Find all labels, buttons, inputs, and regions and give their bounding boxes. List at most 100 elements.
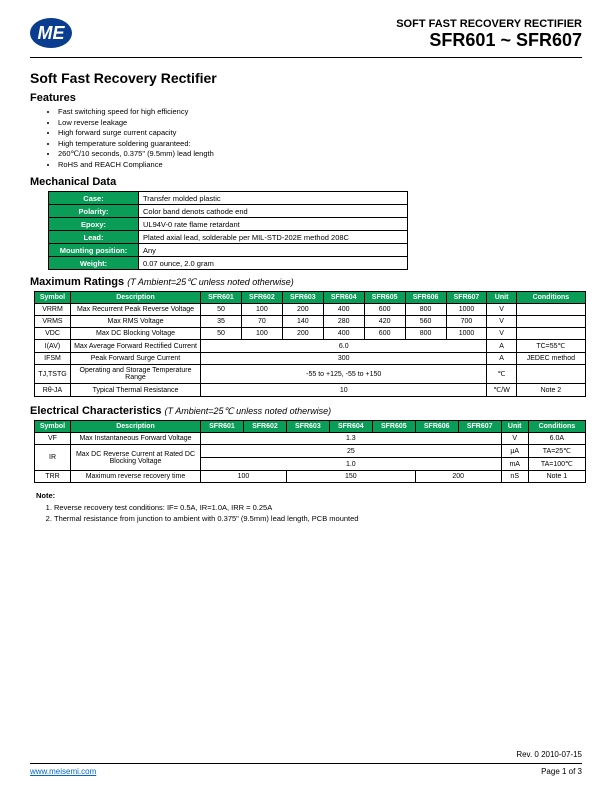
max-ratings-label: Maximum Ratings — [30, 276, 124, 288]
cell-desc: Operating and Storage Temperature Range — [71, 365, 201, 384]
cell-symbol: Rθ-JA — [35, 384, 71, 397]
cell-value: 10 — [201, 384, 487, 397]
cell-symbol: VRMS — [35, 316, 71, 328]
cell-value: -55 to +125, -55 to +150 — [201, 365, 487, 384]
cell-cond: Note 1 — [528, 471, 585, 483]
table-header: SFR601 — [201, 292, 242, 304]
table-row: Weight:0.07 ounce, 2.0 gram — [49, 257, 408, 270]
table-row: TRRMaximum reverse recovery time10015020… — [35, 471, 586, 483]
footer: Rev. 0 2010-07-15 www.meisemi.com Page 1… — [30, 763, 582, 776]
mech-value: 0.07 ounce, 2.0 gram — [139, 257, 408, 270]
table-header: SFR601 — [201, 421, 244, 433]
cell-value: 700 — [446, 316, 487, 328]
mechanical-table: Case:Transfer molded plasticPolarity:Col… — [48, 191, 408, 270]
cell-unit: mA — [501, 458, 528, 471]
mech-value: Color band denots cathode end — [139, 205, 408, 218]
cell-value: 1.0 — [201, 458, 502, 471]
cell-unit: ℃ — [487, 365, 516, 384]
table-header: SFR606 — [405, 292, 446, 304]
mech-key: Lead: — [49, 231, 139, 244]
feature-item: Fast switching speed for high efficiency — [58, 107, 582, 118]
mech-key: Case: — [49, 192, 139, 205]
table-header: Unit — [501, 421, 528, 433]
table-header: Description — [71, 292, 201, 304]
cell-value: 50 — [201, 328, 242, 340]
footer-revision: Rev. 0 2010-07-15 — [516, 750, 582, 759]
table-header-row: SymbolDescriptionSFR601SFR602SFR603SFR60… — [35, 292, 586, 304]
logo-mark: ME — [30, 18, 72, 48]
cell-unit: ℃/W — [487, 384, 516, 397]
table-row: TJ,TSTGOperating and Storage Temperature… — [35, 365, 586, 384]
table-header: SFR605 — [372, 421, 415, 433]
header-title: SFR601 ~ SFR607 — [396, 30, 582, 51]
table-header: SFR603 — [282, 292, 323, 304]
cell-value: 1.3 — [201, 433, 502, 445]
feature-item: RoHS and REACH Compliance — [58, 160, 582, 171]
table-row: Case:Transfer molded plastic — [49, 192, 408, 205]
cell-value: 150 — [286, 471, 415, 483]
cell-unit: V — [487, 328, 516, 340]
table-row: I(AV)Max Average Forward Rectified Curre… — [35, 340, 586, 353]
features-heading: Features — [30, 92, 582, 104]
footer-page: Page 1 of 3 — [541, 767, 582, 776]
cell-value: 420 — [364, 316, 405, 328]
cell-value: 600 — [364, 328, 405, 340]
cell-value: 25 — [201, 445, 502, 458]
notes-heading: Note: — [36, 491, 582, 500]
feature-item: High temperature soldering guaranteed: — [58, 139, 582, 150]
elec-table: SymbolDescriptionSFR601SFR602SFR603SFR60… — [34, 420, 586, 483]
table-header: SFR604 — [323, 292, 364, 304]
table-row: VFMax Instantaneous Forward Voltage1.3V6… — [35, 433, 586, 445]
cell-value: 1000 — [446, 304, 487, 316]
table-row: Lead:Plated axial lead, solderable per M… — [49, 231, 408, 244]
cell-symbol: VF — [35, 433, 71, 445]
cell-value: 70 — [241, 316, 282, 328]
cell-value: 280 — [323, 316, 364, 328]
cell-symbol: TJ,TSTG — [35, 365, 71, 384]
cell-value: 800 — [405, 328, 446, 340]
cell-value: 1000 — [446, 328, 487, 340]
cell-unit: A — [487, 340, 516, 353]
table-header: SFR605 — [364, 292, 405, 304]
cell-desc: Max Average Forward Rectified Current — [71, 340, 201, 353]
cell-value: 140 — [282, 316, 323, 328]
cell-symbol: TRR — [35, 471, 71, 483]
cell-cond: 6.0A — [528, 433, 585, 445]
mech-key: Epoxy: — [49, 218, 139, 231]
cell-symbol: IR — [35, 445, 71, 471]
cell-desc: Typical Thermal Resistance — [71, 384, 201, 397]
table-row: Mounting position:Any — [49, 244, 408, 257]
table-row: Rθ-JATypical Thermal Resistance10℃/WNote… — [35, 384, 586, 397]
mech-value: Transfer molded plastic — [139, 192, 408, 205]
cell-cond: TA=100℃ — [528, 458, 585, 471]
logo: ME — [30, 18, 72, 48]
footer-link[interactable]: www.meisemi.com — [30, 767, 96, 776]
cell-cond — [516, 328, 585, 340]
header-titles: SOFT FAST RECOVERY RECTIFIER SFR601 ~ SF… — [396, 18, 582, 51]
elec-heading: Electrical Characteristics (T Ambient=25… — [30, 405, 582, 417]
cell-value: 200 — [415, 471, 501, 483]
table-header: Conditions — [528, 421, 585, 433]
mech-key: Weight: — [49, 257, 139, 270]
cell-unit: nS — [501, 471, 528, 483]
table-row: IRMax DC Reverse Current at Rated DC Blo… — [35, 445, 586, 458]
cell-symbol: VRRM — [35, 304, 71, 316]
cell-desc: Max Recurrent Peak Reverse Voltage — [71, 304, 201, 316]
table-header: SFR602 — [241, 292, 282, 304]
mech-key: Polarity: — [49, 205, 139, 218]
features-list: Fast switching speed for high efficiency… — [58, 107, 582, 170]
mechanical-heading: Mechanical Data — [30, 176, 582, 188]
cell-unit: A — [487, 353, 516, 365]
cell-cond — [516, 316, 585, 328]
cell-desc: Max Instantaneous Forward Voltage — [71, 433, 201, 445]
mech-key: Mounting position: — [49, 244, 139, 257]
table-row: VRRMMax Recurrent Peak Reverse Voltage50… — [35, 304, 586, 316]
cell-value: 100 — [241, 304, 282, 316]
cell-value: 200 — [282, 304, 323, 316]
mech-value: Plated axial lead, solderable per MIL-ST… — [139, 231, 408, 244]
cell-unit: V — [501, 433, 528, 445]
elec-label: Electrical Characteristics — [30, 405, 161, 417]
header-subtitle: SOFT FAST RECOVERY RECTIFIER — [396, 18, 582, 30]
cell-unit: V — [487, 304, 516, 316]
cell-unit: μA — [501, 445, 528, 458]
